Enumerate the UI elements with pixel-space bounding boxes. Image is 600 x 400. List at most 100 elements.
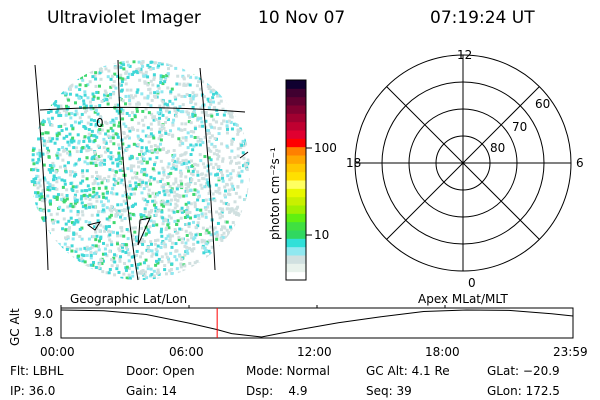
image-pixel [225,124,229,128]
image-pixel [161,183,165,187]
image-pixel [129,88,133,92]
image-pixel [170,87,174,91]
image-pixel [243,103,247,107]
image-pixel [235,78,239,82]
image-pixel [99,154,103,158]
image-pixel [243,131,247,135]
image-pixel [109,139,113,143]
image-pixel [107,175,111,179]
image-pixel [245,119,249,123]
image-pixel [31,223,35,227]
image-pixel [143,96,147,100]
image-pixel [177,127,181,131]
image-pixel [80,120,84,124]
image-pixel [164,131,168,135]
image-pixel [112,230,116,234]
image-pixel [75,247,79,251]
image-pixel [110,243,114,247]
image-pixel [212,145,216,149]
image-pixel [106,129,110,133]
image-pixel [34,177,38,181]
image-pixel [77,121,81,125]
image-pixel [72,266,76,270]
image-pixel [70,170,74,174]
image-pixel [135,253,139,257]
image-pixel [159,77,163,81]
image-pixel [49,72,53,76]
image-pixel [155,193,159,197]
image-pixel [160,185,164,189]
image-pixel [103,162,107,166]
image-pixel [109,77,113,81]
image-pixel [83,160,87,164]
image-pixel [164,202,168,206]
image-pixel [83,246,87,250]
image-pixel [206,146,210,150]
image-pixel [82,254,86,258]
image-pixel [94,244,98,248]
image-pixel [192,247,196,251]
image-pixel [174,61,178,65]
image-pixel [241,253,245,257]
image-pixel [154,205,158,209]
image-pixel [204,231,208,235]
image-pixel [90,213,94,217]
image-pixel [214,173,218,177]
image-pixel [231,253,235,257]
image-pixel [176,219,180,223]
image-pixel [65,104,69,108]
image-pixel [224,255,228,259]
image-pixel [40,195,44,199]
image-pixel [243,72,247,76]
image-pixel [144,258,148,262]
image-pixel [196,139,200,143]
image-pixel [236,83,240,87]
image-pixel [97,186,101,190]
image-pixel [244,122,248,126]
image-pixel [151,116,155,120]
image-pixel [72,269,76,273]
image-pixel [38,89,42,93]
image-pixel [100,128,104,132]
aurora-image [30,60,250,280]
image-pixel [190,178,194,182]
image-pixel [50,116,54,120]
image-pixel [229,176,233,180]
image-pixel [192,64,196,68]
image-pixel [193,127,197,131]
image-pixel [109,85,113,89]
image-pixel [85,177,89,181]
image-pixel [60,91,64,95]
image-pixel [80,189,84,193]
image-pixel [213,106,217,110]
image-pixel [136,276,140,280]
image-pixel [183,244,187,248]
image-pixel [247,95,250,99]
image-pixel [182,194,186,198]
image-pixel [135,102,139,106]
image-pixel [241,89,245,93]
image-pixel [181,136,185,140]
image-pixel [142,173,146,177]
image-pixel [98,114,102,118]
image-pixel [71,205,75,209]
image-pixel [215,120,219,124]
image-pixel [209,263,213,267]
image-pixel [50,218,54,222]
image-pixel [150,254,154,258]
image-pixel [59,114,63,118]
image-pixel [248,140,250,144]
image-pixel [156,84,160,88]
image-pixel [235,249,239,253]
image-pixel [142,74,146,78]
image-pixel [65,248,69,252]
image-pixel [153,199,157,203]
image-pixel [56,156,60,160]
image-pixel [225,126,229,130]
image-pixel [111,133,115,137]
image-pixel [173,153,177,157]
image-pixel [211,96,215,100]
image-pixel [140,237,144,241]
image-pixel [158,179,162,183]
image-pixel [94,71,98,75]
